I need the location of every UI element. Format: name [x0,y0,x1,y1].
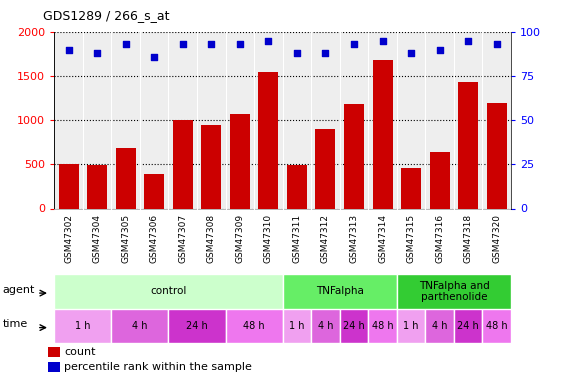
Text: GSM47318: GSM47318 [464,214,473,263]
Text: count: count [65,347,96,357]
Point [435,46,444,53]
Text: percentile rank within the sample: percentile rank within the sample [65,362,252,372]
Text: GSM47316: GSM47316 [435,214,444,263]
Point [121,41,130,47]
Text: GSM47310: GSM47310 [264,214,273,263]
Text: TNFalpha and
parthenolide: TNFalpha and parthenolide [419,280,489,302]
Point [264,38,273,44]
Point [321,50,330,56]
Bar [340,309,368,343]
Bar [47,362,59,372]
Bar [54,274,283,309]
Point [464,38,473,44]
Bar [168,309,226,343]
Bar [283,274,397,309]
Text: GSM47308: GSM47308 [207,214,216,263]
Bar [344,104,364,209]
Bar [283,309,311,343]
Text: GSM47320: GSM47320 [492,214,501,263]
Text: GSM47305: GSM47305 [121,214,130,263]
Bar [454,309,482,343]
Point [407,50,416,56]
Text: 4 h: 4 h [132,321,148,331]
Text: 48 h: 48 h [243,321,265,331]
Bar [258,72,279,209]
Text: GSM47302: GSM47302 [64,214,73,263]
Bar [47,347,59,357]
Text: GSM47309: GSM47309 [235,214,244,263]
Bar [397,274,511,309]
Bar [315,129,335,209]
Point [64,46,73,53]
Text: 48 h: 48 h [486,321,508,331]
Text: 4 h: 4 h [317,321,333,331]
Bar [144,174,164,208]
Bar [230,114,250,209]
Point [207,41,216,47]
Point [349,41,359,47]
Text: GSM47304: GSM47304 [93,214,102,263]
Bar [311,309,340,343]
Point [378,38,387,44]
Text: time: time [3,319,28,329]
Point [492,41,501,47]
Text: 24 h: 24 h [186,321,208,331]
Text: GSM47311: GSM47311 [292,214,301,263]
Text: agent: agent [3,285,35,295]
Bar [458,82,478,209]
Bar [372,60,392,208]
Bar [202,126,222,209]
Text: GSM47306: GSM47306 [150,214,159,263]
Bar [287,165,307,208]
Bar [486,102,506,209]
Text: GSM47307: GSM47307 [178,214,187,263]
Text: GSM47314: GSM47314 [378,214,387,263]
Bar [115,148,135,208]
Bar [87,165,107,208]
Point [93,50,102,56]
Text: 1 h: 1 h [403,321,419,331]
Text: GDS1289 / 266_s_at: GDS1289 / 266_s_at [43,9,170,22]
Bar [58,164,78,209]
Point [292,50,301,56]
Text: TNFalpha: TNFalpha [316,286,364,296]
Bar [54,309,111,343]
Bar [401,168,421,208]
Point [178,41,187,47]
Text: GSM47313: GSM47313 [349,214,359,263]
Text: 48 h: 48 h [372,321,393,331]
Text: 1 h: 1 h [75,321,91,331]
Text: 24 h: 24 h [343,321,365,331]
Point [235,41,244,47]
Text: GSM47315: GSM47315 [407,214,416,263]
Bar [111,309,168,343]
Bar [397,309,425,343]
Bar [425,309,454,343]
Bar [368,309,397,343]
Text: control: control [150,286,187,296]
Point [150,54,159,60]
Bar [226,309,283,343]
Text: 24 h: 24 h [457,321,479,331]
Text: GSM47312: GSM47312 [321,214,330,263]
Bar [482,309,511,343]
Text: 4 h: 4 h [432,321,448,331]
Text: 1 h: 1 h [289,321,305,331]
Bar [430,152,450,208]
Bar [172,120,192,208]
